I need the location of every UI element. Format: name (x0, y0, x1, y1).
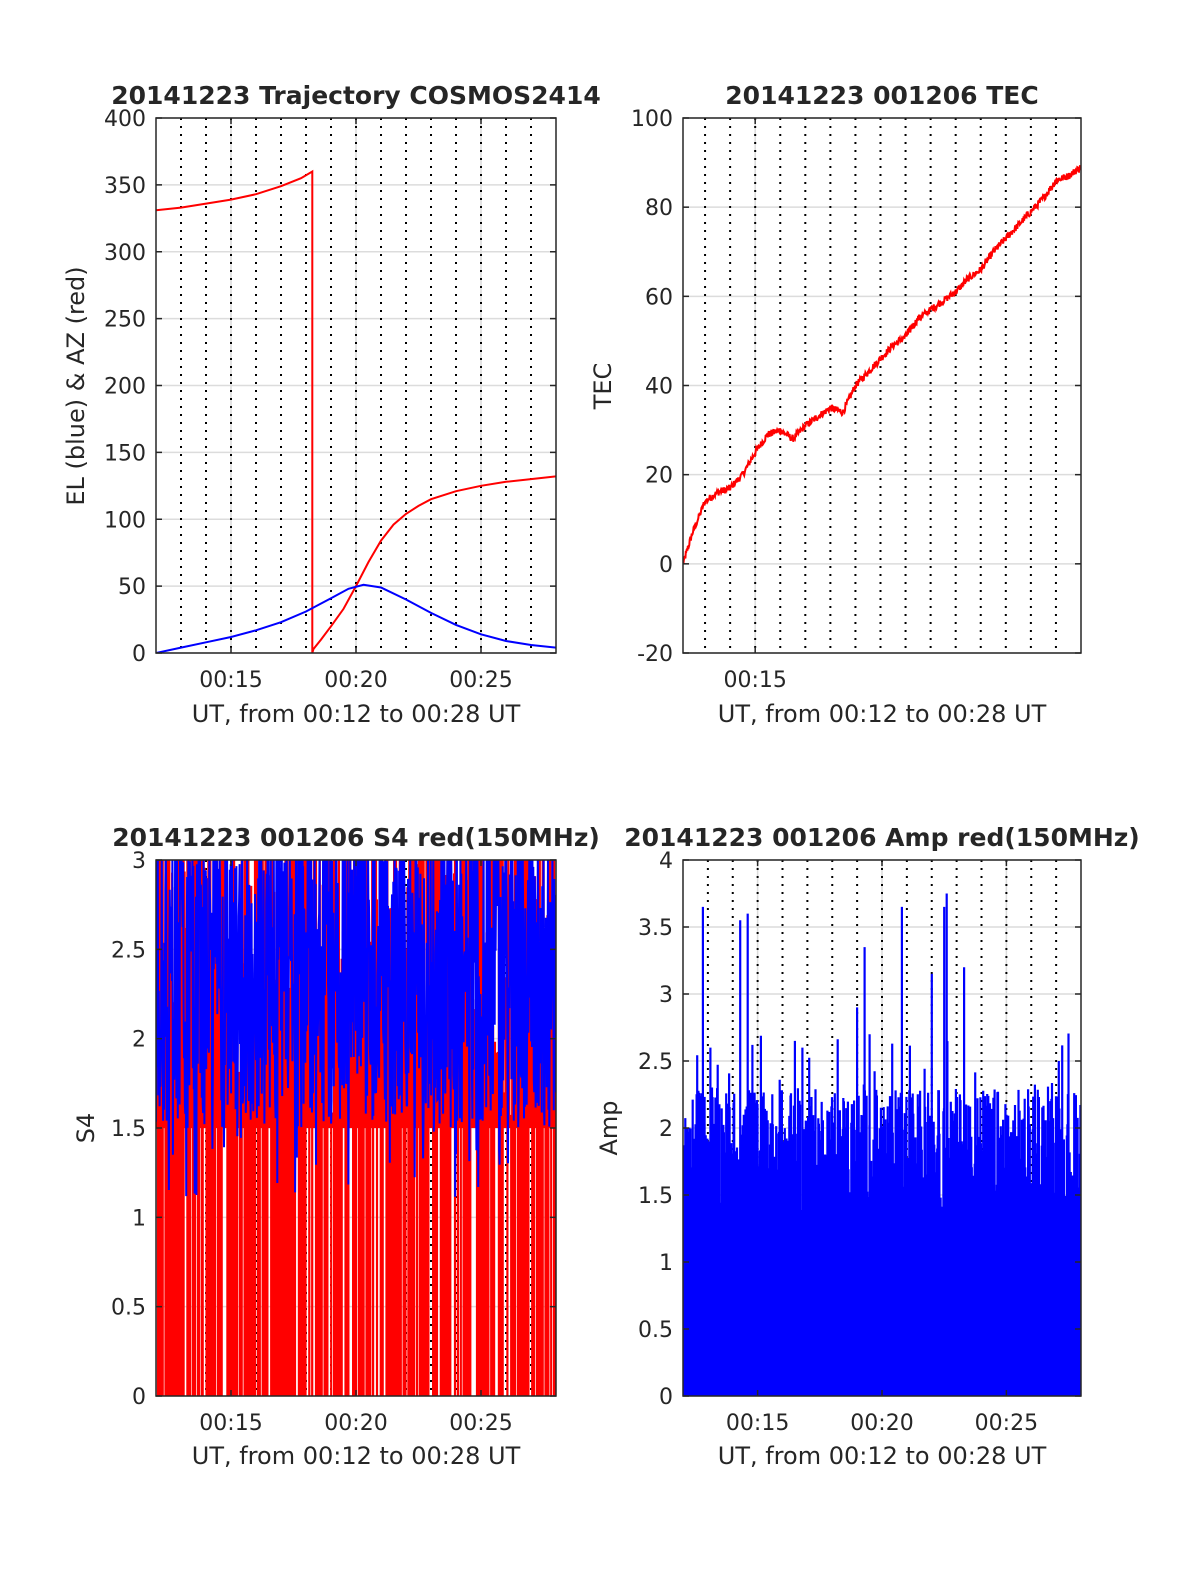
panel-s4-ytick-label: 3 (132, 849, 146, 874)
panel-trajectory-ytick-label: 250 (104, 308, 146, 333)
panel-amp-title: 20141223 001206 Amp red(150MHz) (624, 823, 1140, 852)
panel-tec-data (683, 165, 1081, 565)
panel-tec-ytick-label: 80 (645, 196, 673, 221)
panel-s4-ytick-label: 1.5 (111, 1117, 146, 1142)
panel-tec: -20 0 20 40 60 80 100 00:15 20141223 001206 TEC U… (589, 81, 1082, 728)
panel-trajectory-xtick-label: 00:20 (324, 668, 387, 693)
panel-tec-xtick-label: 00:15 (723, 668, 786, 693)
panel-trajectory-ytick-label: 50 (118, 575, 146, 600)
panel-s4-ytick-label: 0 (132, 1385, 146, 1410)
panel-s4-data (156, 860, 556, 1396)
panel-s4-title: 20141223 001206 S4 red(150MHz) (112, 823, 600, 852)
panel-amp-xlabel: UT, from 00:12 to 00:28 UT (718, 1442, 1047, 1470)
panel-amp-ytick-label: 2 (659, 1117, 673, 1142)
panel-s4-xlabel: UT, from 00:12 to 00:28 UT (192, 1442, 521, 1470)
panel-trajectory-xlabel: UT, from 00:12 to 00:28 UT (192, 700, 521, 728)
panel-amp-ytick-label: 3 (659, 983, 673, 1008)
panel-tec-title: 20141223 001206 TEC (725, 81, 1038, 110)
panel-amp-ylabel: Amp (595, 1100, 623, 1155)
panel-amp-ytick-label: 4 (659, 849, 673, 874)
panel-amp-ytick-label: 3.5 (638, 916, 673, 941)
panel-s4-ytick-label: 0.5 (111, 1296, 146, 1321)
panel-trajectory-xtick-label: 00:15 (199, 668, 262, 693)
panel-tec-ytick-label: 100 (631, 107, 673, 132)
panel-amp-series-blue (683, 893, 1081, 1396)
panel-s4-xtick-label: 00:15 (199, 1411, 262, 1436)
panel-trajectory-series-red (156, 169, 556, 653)
panel-tec-ylabel: TEC (589, 363, 617, 411)
panel-amp: 0 0.5 1 1.5 2 2.5 3 3.5 4 00:15 00:20 00:25 20141223… (595, 823, 1140, 1470)
panel-tec-ytick-label: 0 (659, 553, 673, 578)
panel-tec-ytick-label: 20 (645, 464, 673, 489)
panel-amp-ytick-label: 1 (659, 1251, 673, 1276)
panel-s4-xtick-label: 00:25 (449, 1411, 512, 1436)
panel-tec-series-red (683, 165, 1081, 565)
panel-amp-ytick-label: 0 (659, 1385, 673, 1410)
panel-amp-ytick-label: 0.5 (638, 1318, 673, 1343)
panel-trajectory-series-blue (156, 583, 556, 653)
panel-trajectory-ytick-label: 200 (104, 375, 146, 400)
panel-trajectory-ytick-label: 100 (104, 508, 146, 533)
panel-trajectory-ylabel: EL (blue) & AZ (red) (62, 266, 90, 505)
panel-amp-ytick-label: 2.5 (638, 1050, 673, 1075)
panel-trajectory-ytick-label: 350 (104, 174, 146, 199)
panel-s4-ytick-label: 2 (132, 1028, 146, 1053)
panel-tec-ytick-label: 40 (645, 375, 673, 400)
panel-amp-xtick-label: 00:15 (726, 1411, 789, 1436)
panel-s4-xtick-label: 00:20 (324, 1411, 387, 1436)
panel-trajectory-ytick-label: 400 (104, 107, 146, 132)
panel-s4-series-blue (156, 860, 556, 1197)
panel-amp-data (683, 893, 1081, 1396)
panel-amp-xtick-label: 00:20 (850, 1411, 913, 1436)
panel-trajectory-data (156, 169, 556, 653)
panel-trajectory-ytick-label: 150 (104, 441, 146, 466)
panel-s4: 0 0.5 1 1.5 2 2.5 3 00:15 00:20 00:25 20141223 001… (72, 823, 600, 1470)
panel-trajectory-ytick-label: 0 (132, 642, 146, 667)
panel-trajectory-title: 20141223 Trajectory COSMOS2414 (111, 81, 601, 110)
panel-trajectory-ytick-label: 300 (104, 241, 146, 266)
panel-s4-ytick-label: 1 (132, 1206, 146, 1231)
panel-trajectory-xtick-label: 00:25 (449, 668, 512, 693)
panel-amp-xtick-label: 00:25 (975, 1411, 1038, 1436)
panel-s4-ytick-label: 2.5 (111, 938, 146, 963)
panel-tec-xlabel: UT, from 00:12 to 00:28 UT (718, 700, 1047, 728)
panel-s4-ylabel: S4 (72, 1113, 100, 1144)
panel-tec-ytick-label: -20 (637, 642, 673, 667)
panel-trajectory: 0 50 100 150 200 250 300 350 400 00:15 00:20 00:25 2… (62, 81, 601, 728)
panel-tec-ytick-label: 60 (645, 285, 673, 310)
panel-amp-ytick-label: 1.5 (638, 1184, 673, 1209)
